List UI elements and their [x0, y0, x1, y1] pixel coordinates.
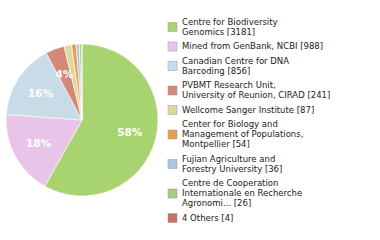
data-label: 4%: [55, 68, 73, 80]
pie: [6, 44, 158, 196]
data-label: 58%: [117, 126, 143, 138]
legend-swatch: [168, 23, 177, 32]
pie-slice: [64, 45, 82, 120]
pie-slice: [81, 44, 82, 120]
legend-label: Center for Biology andManagement of Popu…: [182, 119, 303, 149]
legend-swatch: [168, 62, 177, 71]
legend-label: Centre for BiodiversityGenomics [3181]: [182, 17, 278, 37]
legend-swatch: [168, 160, 177, 169]
legend-label: Centre de CooperationInternationale en R…: [182, 178, 302, 208]
legend-label: Wellcome Sanger Institute [87]: [182, 105, 314, 115]
legend-swatch: [168, 86, 177, 95]
background: [0, 0, 380, 240]
data-label: 18%: [26, 137, 52, 149]
legend-label: 4 Others [4]: [182, 213, 233, 223]
legend-label: PVBMT Research Unit,University of Reunio…: [182, 80, 330, 100]
pie-slice: [6, 114, 82, 186]
data-label: 16%: [28, 87, 54, 99]
legend-swatch: [168, 130, 177, 139]
pie-labels: 58% 18% 16%4%: [26, 68, 143, 150]
pie-slice: [72, 44, 82, 120]
legend-label: Canadian Centre for DNABarcoding [856]: [182, 56, 289, 76]
legend-label: Fujian Agriculture andForestry Universit…: [182, 154, 282, 174]
pie-slice: [79, 44, 82, 120]
pie-slice: [76, 44, 82, 120]
legend-swatch: [168, 106, 177, 115]
legend-label: Mined from GenBank, NCBI [988]: [182, 41, 323, 51]
legend-swatch: [168, 189, 177, 198]
legend: Centre for BiodiversityGenomics [3181] Mi…: [168, 17, 330, 223]
legend-swatch: [168, 214, 177, 223]
legend-swatch: [168, 42, 177, 51]
chart: 58% 18% 16%4% Centre for BiodiversityGenomi…: [0, 0, 380, 240]
